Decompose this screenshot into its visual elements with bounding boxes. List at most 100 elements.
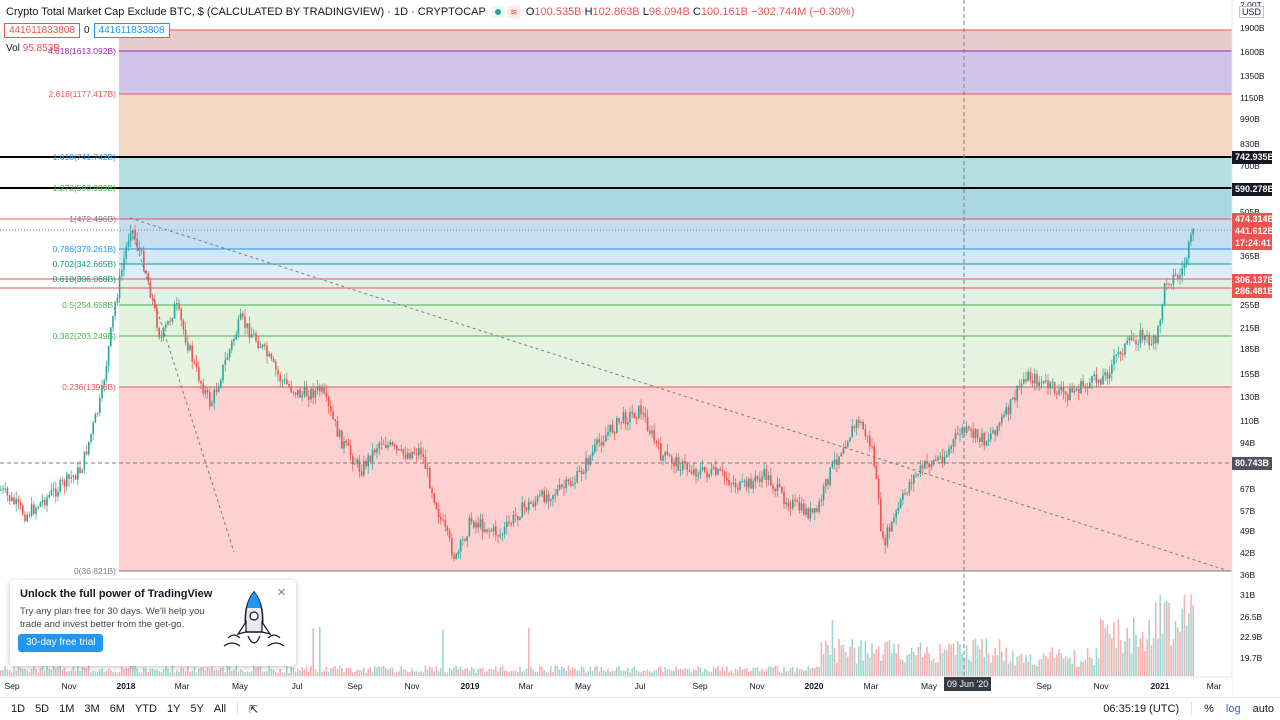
log-toggle[interactable]: log xyxy=(1225,703,1241,715)
volume-bar xyxy=(701,671,704,676)
symbol-title[interactable]: Crypto Total Market Cap Exclude BTC, $ (… xyxy=(6,6,486,18)
volume-bar xyxy=(334,666,336,676)
market-status-icon xyxy=(490,6,505,18)
volume-bar xyxy=(891,653,893,676)
volume-bar xyxy=(187,666,189,676)
time-tick-label: Jul xyxy=(292,681,303,691)
close-icon[interactable]: ✕ xyxy=(276,587,286,599)
volume-bar xyxy=(664,667,666,676)
volume-bar xyxy=(1117,618,1120,676)
volume-bar xyxy=(820,641,823,676)
candle-body xyxy=(63,480,66,487)
input-left[interactable]: 441611833808 xyxy=(4,23,80,38)
candle-body xyxy=(545,494,548,503)
volume-bar xyxy=(169,672,171,676)
volume-bar xyxy=(657,666,660,676)
fib-band xyxy=(119,305,1232,336)
volume-bar xyxy=(200,667,202,676)
candle-body xyxy=(44,499,46,506)
candle-body xyxy=(270,353,273,359)
volume-bar xyxy=(1073,649,1076,676)
volume-bar xyxy=(589,666,592,676)
volume-bar xyxy=(809,668,812,676)
volume-bar xyxy=(354,671,356,676)
volume-bar xyxy=(299,670,301,676)
volume-bar xyxy=(1095,647,1098,676)
candle-body xyxy=(759,479,761,482)
free-trial-button[interactable]: 30-day free trial xyxy=(18,634,104,652)
volume-bar xyxy=(992,655,994,676)
timeframe-ytd[interactable]: YTD xyxy=(134,703,157,715)
candle-body xyxy=(28,514,31,516)
candle-body xyxy=(143,251,145,271)
time-axis-bg xyxy=(0,677,1232,697)
candle-body xyxy=(193,361,196,363)
candle-body xyxy=(1038,382,1040,386)
candle-body xyxy=(886,527,889,546)
volume-bar xyxy=(897,644,900,676)
volume-bar xyxy=(730,670,732,676)
candle-body xyxy=(875,466,878,479)
volume-bar xyxy=(961,653,963,676)
fib-label: 1(472.496B) xyxy=(69,214,116,224)
price-tick-label: 2.00T xyxy=(1240,0,1262,10)
candle-body xyxy=(891,521,893,532)
timeframe-6m[interactable]: 6M xyxy=(109,703,125,715)
candle-body xyxy=(908,482,911,493)
auto-toggle[interactable]: auto xyxy=(1252,703,1274,715)
volume-bar xyxy=(541,666,543,676)
candle-body xyxy=(651,430,653,434)
timeframe-1y[interactable]: 1Y xyxy=(166,703,181,715)
volume-bar xyxy=(206,667,209,676)
volume-bar xyxy=(396,672,398,676)
candle-body xyxy=(50,489,53,495)
candle-body xyxy=(1163,283,1166,305)
volume-bar xyxy=(96,672,99,676)
timeframe-all[interactable]: All xyxy=(213,703,227,715)
candle-body xyxy=(0,489,2,491)
volume-bar xyxy=(950,645,952,676)
clock[interactable]: 06:35:19 (UTC) xyxy=(1103,703,1180,715)
candle-body xyxy=(220,380,222,387)
candle-body xyxy=(292,391,295,393)
volume-bar xyxy=(380,666,383,676)
volume-bar xyxy=(316,671,319,676)
candle-body xyxy=(539,495,541,497)
volume-bar xyxy=(869,657,871,676)
volume-bar xyxy=(48,668,50,676)
timeframe-1m[interactable]: 1M xyxy=(59,703,75,715)
candle-body xyxy=(286,379,288,384)
input-right[interactable]: 441611833808 xyxy=(93,23,170,38)
percent-toggle[interactable]: % xyxy=(1204,703,1214,715)
volume-bar xyxy=(288,672,290,676)
currency-label[interactable]: USD xyxy=(1238,6,1264,18)
volume-bar xyxy=(151,668,154,676)
volume-bar xyxy=(1166,600,1168,676)
candle-body xyxy=(457,551,460,554)
timeframe-5d[interactable]: 5D xyxy=(35,703,50,715)
volume-bar xyxy=(948,643,950,676)
volume-bar xyxy=(1119,639,1122,676)
volume-bar xyxy=(620,670,622,676)
volume-bar xyxy=(569,670,572,676)
volume-bar xyxy=(1177,627,1179,676)
candle-body xyxy=(378,443,380,449)
timeframe-3m[interactable]: 3M xyxy=(84,703,100,715)
volume-bar xyxy=(266,670,268,676)
volume-bar xyxy=(752,667,754,676)
volume-bar xyxy=(1148,619,1150,676)
goto-date-icon[interactable]: ⇱ xyxy=(249,703,259,716)
candle-body xyxy=(178,303,180,309)
timeframe-1d[interactable]: 1D xyxy=(11,703,26,715)
volume-legend: Vol 95.853B xyxy=(6,43,60,54)
promo-body: Try any plan free for 30 days. We'll hel… xyxy=(20,606,205,630)
fib-band xyxy=(119,249,1232,264)
candle-body xyxy=(926,460,928,464)
timeframe-5y[interactable]: 5Y xyxy=(190,703,204,715)
candle-body xyxy=(396,445,398,450)
candle-body xyxy=(750,478,752,489)
candle-body xyxy=(508,521,510,524)
volume-bar xyxy=(913,651,915,676)
volume-bar xyxy=(1053,657,1056,676)
